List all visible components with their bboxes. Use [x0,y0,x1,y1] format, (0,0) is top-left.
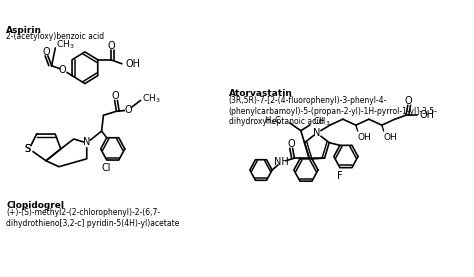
Text: OH: OH [420,110,435,120]
Text: N: N [83,137,91,147]
Text: O: O [58,65,65,75]
Text: O: O [42,47,50,57]
Text: (+)-(S)-methyl2-(2-chlorophenyl)-2-(6,7-
dihydrothieno[3,2-c] pyridin-5(4H)-yl)a: (+)-(S)-methyl2-(2-chlorophenyl)-2-(6,7-… [6,208,179,228]
Text: CH$_3$: CH$_3$ [56,39,75,51]
Text: F: F [337,171,343,181]
Text: S: S [24,144,30,154]
Text: Clopidogrel: Clopidogrel [6,201,64,210]
Text: 2-(acetyloxy)benzoic acid: 2-(acetyloxy)benzoic acid [6,32,104,41]
Text: (3R,5R)-7-[2-(4-fluorophenyl)-3-phenyl-4-
(phenylcarbamoyl)-5-(propan-2-yl)-1H-p: (3R,5R)-7-[2-(4-fluorophenyl)-3-phenyl-4… [229,96,438,126]
Text: O: O [112,91,119,101]
Text: Aspirin: Aspirin [6,26,42,35]
Text: OH: OH [383,133,397,142]
Text: S: S [24,144,30,154]
Text: Cl: Cl [102,163,111,173]
Text: O: O [108,41,116,51]
Text: O: O [125,105,132,115]
Text: NH: NH [274,157,289,167]
Text: Atorvastatin: Atorvastatin [229,89,292,99]
Text: OH: OH [358,133,372,142]
Text: H$_3$C: H$_3$C [264,115,282,127]
Text: O: O [288,139,295,149]
Text: O: O [405,96,412,106]
Text: CH$_3$: CH$_3$ [313,116,330,128]
Text: N: N [313,128,320,138]
Text: CH$_3$: CH$_3$ [142,92,161,105]
Text: OH: OH [126,59,141,69]
